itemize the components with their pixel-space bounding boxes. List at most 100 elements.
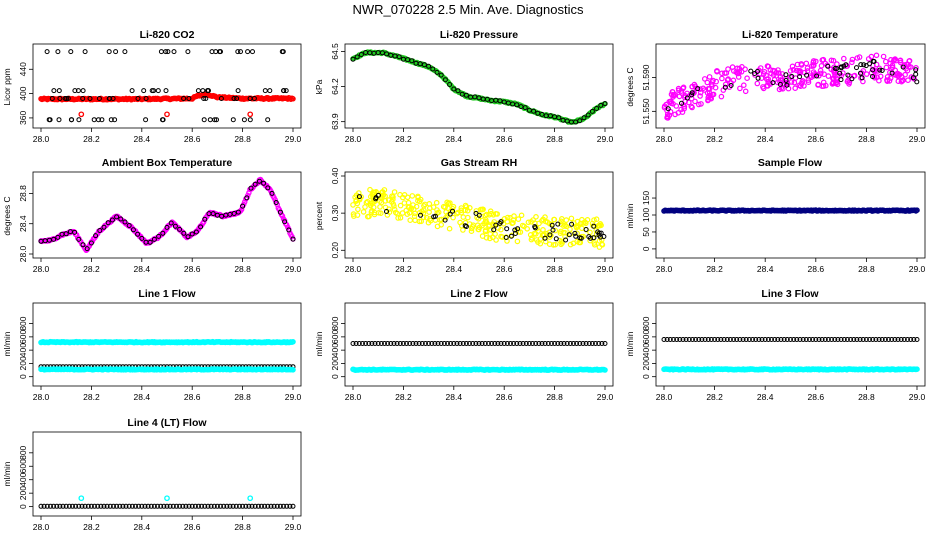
data-point xyxy=(255,503,261,509)
data-point xyxy=(533,341,539,346)
data-point xyxy=(44,503,50,509)
data-point xyxy=(879,68,885,73)
data-point xyxy=(416,341,422,346)
y-tick-label: 0.40 xyxy=(330,167,340,184)
data-point xyxy=(256,178,262,184)
data-point xyxy=(205,503,211,509)
data-point xyxy=(750,337,756,342)
data-point xyxy=(728,83,734,88)
data-point xyxy=(877,67,883,73)
plot-frame xyxy=(344,43,614,129)
y-tick-label: 150 xyxy=(641,191,651,205)
data-point xyxy=(145,503,151,509)
data-point xyxy=(244,195,250,201)
y-axis-label: kPa xyxy=(314,79,324,94)
x-tick-label: 28.8 xyxy=(234,134,251,144)
data-point xyxy=(821,71,827,78)
data-point xyxy=(480,206,486,213)
data-point xyxy=(727,337,733,342)
data-point xyxy=(396,54,402,60)
data-point xyxy=(70,503,75,509)
data-point xyxy=(533,214,539,220)
data-point xyxy=(810,58,817,64)
data-point xyxy=(719,75,725,82)
data-point xyxy=(224,503,230,509)
data-point xyxy=(895,337,901,342)
data-point xyxy=(212,117,218,123)
data-point xyxy=(206,88,211,94)
x-tick-label: 28.2 xyxy=(395,392,412,402)
data-point xyxy=(715,337,721,342)
data-point xyxy=(104,503,110,509)
x-tick-label: 28.4 xyxy=(446,264,463,274)
data-point xyxy=(739,64,745,70)
data-point xyxy=(218,49,223,55)
data-point xyxy=(778,337,784,342)
data-point xyxy=(366,341,372,346)
series-box-temperature xyxy=(38,176,296,254)
data-point xyxy=(684,95,690,101)
data-point xyxy=(566,232,572,238)
data-point xyxy=(757,65,764,71)
data-point xyxy=(914,366,920,373)
data-point xyxy=(143,96,149,101)
x-tick-label: 28.2 xyxy=(83,134,100,144)
data-point xyxy=(455,88,461,94)
data-point xyxy=(279,49,285,55)
data-point xyxy=(497,220,503,226)
data-point xyxy=(252,181,258,187)
x-tick-label: 28.0 xyxy=(656,264,673,274)
data-point xyxy=(101,224,107,230)
data-point xyxy=(540,216,546,223)
data-point xyxy=(587,229,593,236)
data-point xyxy=(789,74,795,79)
data-point xyxy=(44,49,50,55)
data-point xyxy=(429,341,435,346)
data-point xyxy=(155,88,161,94)
y-tick-label: 0.20 xyxy=(330,242,340,259)
data-point xyxy=(504,238,510,244)
data-point xyxy=(849,76,855,82)
data-point xyxy=(189,503,195,509)
data-point xyxy=(588,235,593,241)
data-point xyxy=(196,503,201,509)
data-point xyxy=(460,214,467,220)
data-point xyxy=(201,117,207,123)
data-point xyxy=(427,216,433,222)
data-point xyxy=(290,236,296,242)
data-point xyxy=(593,341,598,346)
data-point xyxy=(525,219,532,226)
data-point xyxy=(442,217,448,223)
x-tick-label: 28.6 xyxy=(808,264,825,274)
data-point xyxy=(820,79,827,86)
plot-frame xyxy=(655,171,926,259)
y-tick-label: 28.0 xyxy=(18,245,28,262)
data-point xyxy=(481,220,487,227)
data-point xyxy=(97,228,103,233)
data-point xyxy=(202,503,208,509)
data-point xyxy=(463,341,469,346)
panel-title: Line 4 (LT) Flow xyxy=(127,417,207,429)
data-point xyxy=(392,209,399,216)
data-point xyxy=(135,96,141,101)
y-axis-label: Licor ppm xyxy=(2,68,12,105)
x-tick-label: 29.0 xyxy=(909,264,926,274)
data-point xyxy=(369,341,375,346)
series-relative-humidity xyxy=(350,186,607,250)
data-point xyxy=(377,210,384,217)
data-point xyxy=(106,49,112,55)
data-point xyxy=(756,337,762,342)
data-point xyxy=(580,341,586,346)
data-point xyxy=(54,503,60,509)
data-point xyxy=(520,341,526,346)
data-point xyxy=(873,52,880,59)
data-point xyxy=(501,216,508,222)
data-point xyxy=(805,79,812,86)
data-point xyxy=(442,77,448,83)
data-point xyxy=(245,49,251,55)
panel-sample-flow: Sample Flow ml/min 28.0 28.2 28.4 28.6 28.8 2… xyxy=(625,157,926,274)
data-point xyxy=(514,102,520,108)
data-point xyxy=(482,228,489,235)
data-point xyxy=(851,337,857,342)
data-point xyxy=(775,337,781,342)
